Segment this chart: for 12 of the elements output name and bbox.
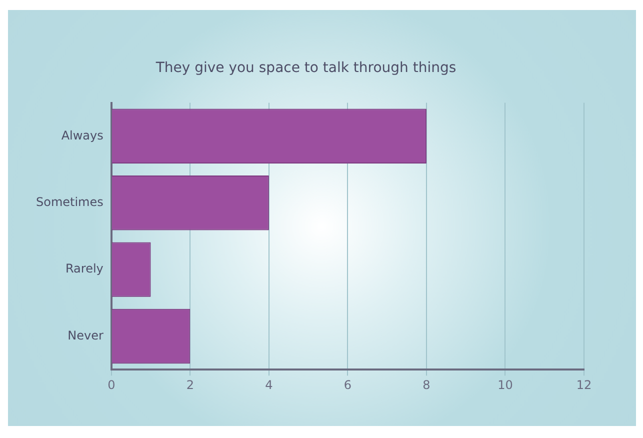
x-tick-label: 6 — [344, 378, 352, 392]
y-tick-label: Sometimes — [36, 194, 104, 209]
y-tick-label: Never — [68, 328, 104, 342]
chart-title: They give you space to talk through things — [154, 60, 456, 76]
y-tick-label: Rarely — [65, 262, 104, 276]
y-tick-label: Always — [61, 128, 104, 142]
x-tick-label: 12 — [576, 378, 592, 392]
x-tick-label: 0 — [108, 378, 116, 392]
x-tick-label: 10 — [498, 378, 513, 392]
x-tick-label: 2 — [186, 378, 194, 392]
x-tick-label: 8 — [422, 378, 430, 392]
x-tick-label: 4 — [265, 378, 273, 392]
